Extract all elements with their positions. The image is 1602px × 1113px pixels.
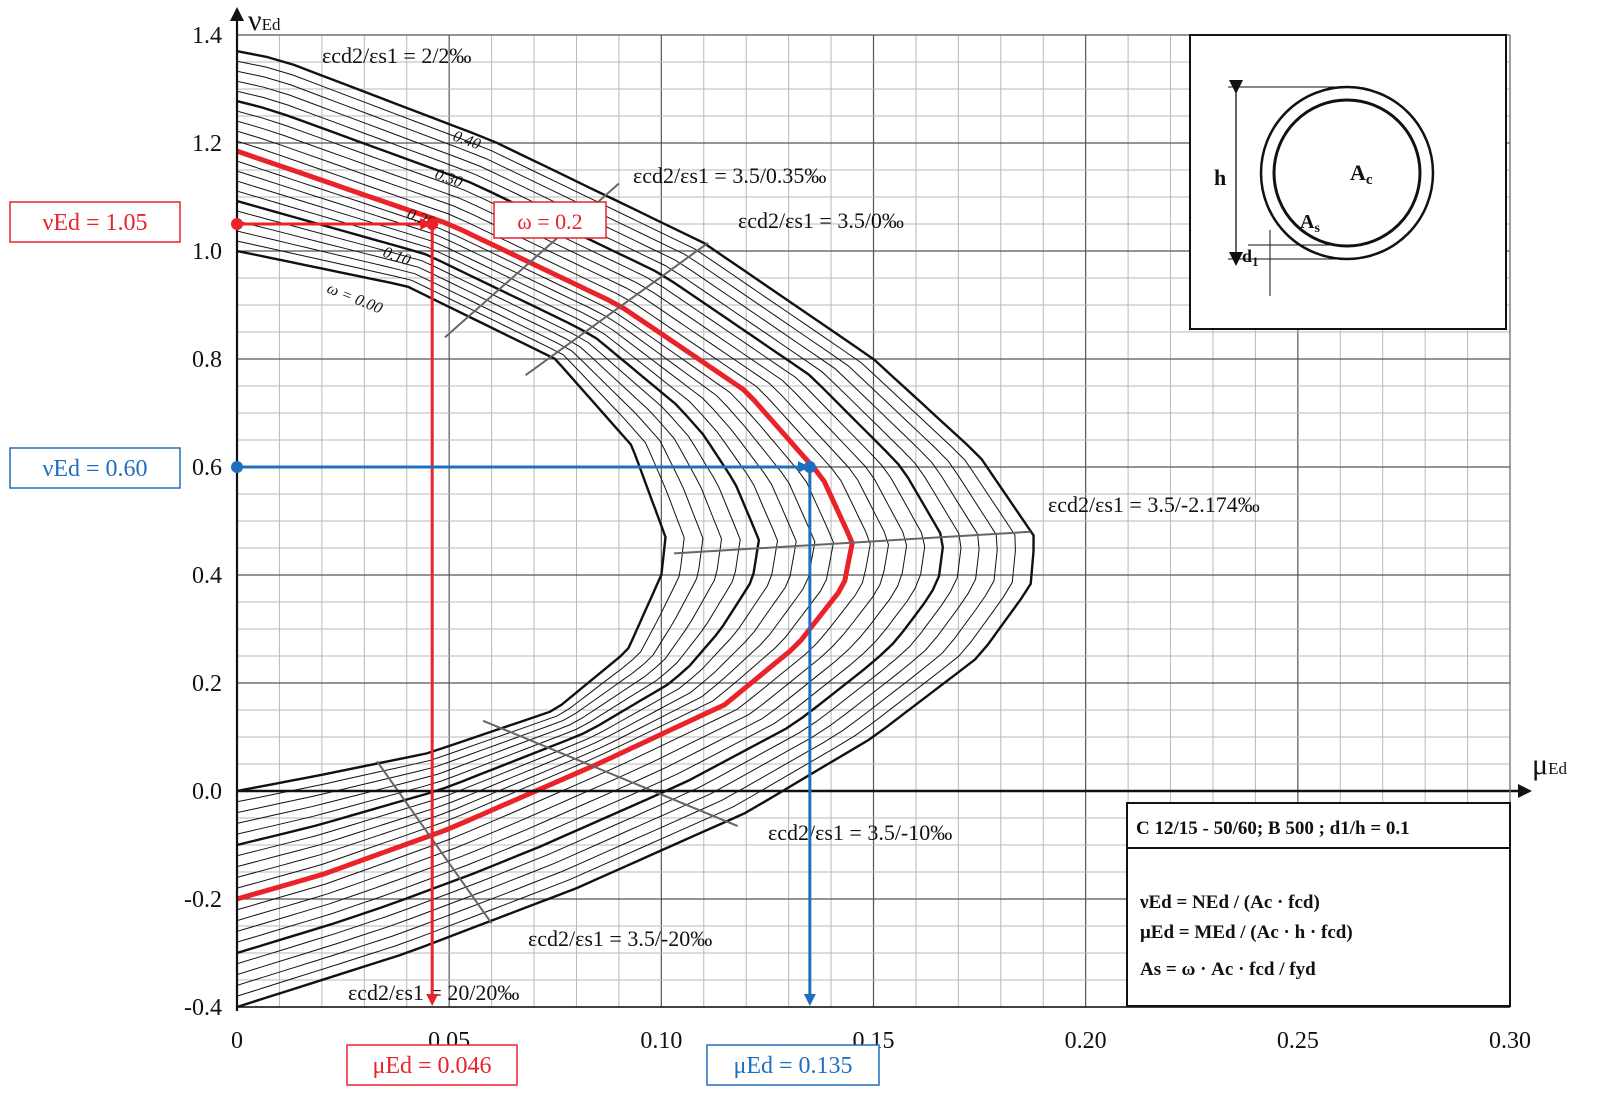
strain-label-4: εcd2/εs1 = 3.5/-2.174‰ [1048,492,1260,517]
svg-text:νEd = 1.05: νEd = 1.05 [42,210,147,236]
curve-omega [237,190,779,857]
blue-point [803,461,816,473]
omega-label-010: 0.10 [381,244,413,270]
formula-mu: μEd = MEd / (Ac · h · fcd) [1140,922,1353,943]
strain-line [482,719,739,828]
y-tick-label: -0.4 [184,995,222,1021]
info-title: C 12/15 - 50/60; B 500 ; d1/h = 0.1 [1136,818,1410,839]
nu-blue-dot [231,461,243,473]
strain-label-1: εcd2/εs1 = 2/2‰ [322,43,471,68]
y-tick-label: 0.4 [192,563,222,589]
curve-omega [237,240,685,803]
curve-family [237,50,1035,1007]
curve-omega [237,160,835,889]
red-point [426,218,439,230]
strain-label-7: εcd2/εs1 = 20/20‰ [348,980,519,1005]
x-tick-label: 0.20 [1065,1028,1107,1054]
y-tick-label: 0.6 [192,455,222,481]
x-tick-label: 0.30 [1489,1028,1531,1054]
y-tick-label: 0.8 [192,347,222,373]
curve-omega [237,180,797,868]
y-tick-label: 1.0 [192,239,222,265]
x-tick-label: 0.10 [640,1028,682,1054]
y-tick-label: 1.4 [192,23,222,49]
mu-blue-label: μEd = 0.135 [706,1044,880,1086]
formula-nu: νEd = NEd / (Ac · fcd) [1139,892,1320,913]
omega-label-000: ω = 0.00 [325,280,385,318]
y-tick-label: 0.2 [192,671,222,697]
svg-text:νEd = 0.60: νEd = 0.60 [42,456,147,482]
tick-labels: 0 0.05 0.10 0.15 0.20 0.25 0.30-0.4-0.20.00.20… [184,23,1531,1054]
curve-omega [237,230,704,814]
curve-omega [237,60,1016,997]
nu-red-label: νEd = 1.05 [9,201,181,243]
svg-text:ω = 0.2: ω = 0.2 [517,209,582,234]
formula-as: As = ω · Ac · fcd / fyd [1140,959,1316,980]
strain-label-2: εcd2/εs1 = 3.5/0.35‰ [633,163,826,188]
strain-line [524,242,709,377]
curve-omega [237,249,667,793]
omega-red-label: ω = 0.2 [493,201,607,239]
y-axis-title: νEd [248,4,281,37]
curve-omega [237,140,871,911]
strain-label-6: εcd2/εs1 = 3.5/-20‰ [528,926,712,951]
svg-text:μEd = 0.135: μEd = 0.135 [733,1053,852,1079]
nu-red-dot [231,218,243,230]
curve-omega [237,210,741,835]
section-inset: h Ac As d1 [1189,34,1507,330]
curve-omega [237,130,890,922]
strain-label-5: εcd2/εs1 = 3.5/-10‰ [768,820,952,845]
info-box: C 12/15 - 50/60; B 500 ; d1/h = 0.1 νEd … [1126,802,1511,1007]
curve-omega [237,50,1035,1007]
x-tick-label: 0 [231,1028,243,1054]
strain-label-3: εcd2/εs1 = 3.5/0‰ [738,208,904,233]
strain-line [376,760,493,924]
nu-blue-label: νEd = 0.60 [9,447,181,489]
inner-circle [1272,98,1422,248]
section-label-h: h [1214,165,1226,190]
x-tick-label: 0.25 [1277,1028,1319,1054]
strain-line [674,530,1031,555]
curve-omega-020-highlight [237,148,855,902]
omega-label-040: 0.40 [451,128,483,154]
curve-omega [237,220,723,824]
y-tick-label: 1.2 [192,131,222,157]
svg-text:μEd = 0.046: μEd = 0.046 [372,1053,491,1079]
y-tick-label: -0.2 [184,887,222,913]
annotations [231,218,816,1006]
curve-omega [237,199,761,847]
x-axis-title: μEd [1532,748,1567,781]
y-tick-label: 0.0 [192,779,222,805]
mu-red-label: μEd = 0.046 [346,1044,518,1086]
